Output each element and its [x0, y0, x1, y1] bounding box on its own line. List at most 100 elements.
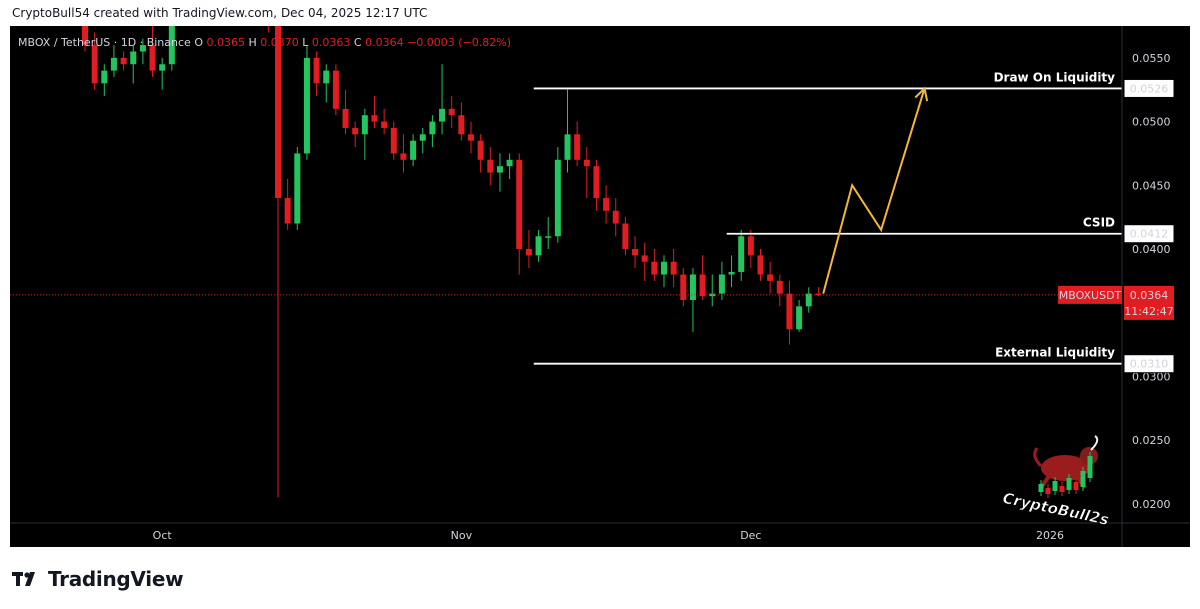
- candle: [139, 38, 146, 65]
- candle-body: [554, 159, 561, 237]
- candle: [458, 102, 465, 141]
- candle-body: [738, 236, 745, 272]
- candle: [294, 147, 301, 230]
- candle: [477, 134, 484, 173]
- candle: [564, 89, 571, 173]
- mini-candle-body: [1052, 481, 1058, 491]
- legend-open-label: O: [194, 36, 203, 49]
- candle: [603, 185, 610, 224]
- legend-open-value: 0.0365: [206, 36, 245, 49]
- chart-attribution: CryptoBull54 created with TradingView.co…: [12, 6, 428, 20]
- projection-group: [822, 86, 929, 294]
- levels-group: Draw On Liquidity CSID External Liquidity: [10, 70, 1122, 365]
- candle: [545, 217, 552, 250]
- candle: [91, 32, 98, 90]
- candle-body: [506, 159, 513, 167]
- level-label: External Liquidity: [995, 346, 1115, 360]
- candle-body: [680, 274, 687, 300]
- level-price-tag: [1123, 354, 1175, 374]
- candle-body: [400, 153, 407, 160]
- candle-body: [323, 70, 330, 84]
- candle: [786, 280, 793, 345]
- tradingview-wordmark: TradingView: [48, 567, 184, 591]
- candle: [352, 121, 359, 148]
- candle-body: [101, 70, 108, 84]
- mini-candle-body: [1073, 482, 1079, 490]
- candle: [516, 153, 523, 275]
- candle: [632, 236, 639, 269]
- candle-body: [82, 26, 88, 46]
- price-tick-label: 0.0550: [1132, 52, 1171, 65]
- legend-group: MBOX / TetherUS · 1D · Binance O 0.0365 …: [18, 36, 511, 49]
- candle: [689, 268, 696, 332]
- candle-body: [429, 121, 436, 135]
- candle-body: [284, 198, 291, 224]
- candle-body: [275, 26, 281, 199]
- level-price-label: 0.0310: [1130, 358, 1169, 371]
- candle-countdown: 11:42:47: [1124, 305, 1173, 318]
- axes-group: 0.0550 0.0500 0.0450 0.0400 0.0300 0.0250 0.02…: [10, 26, 1190, 547]
- candle: [651, 249, 658, 281]
- candle: [468, 121, 474, 154]
- candle-body: [439, 108, 446, 122]
- candle: [796, 299, 803, 332]
- candle-body: [468, 134, 474, 141]
- candle-body: [448, 108, 455, 116]
- candle-body: [410, 140, 417, 160]
- level-price-tag: [1123, 78, 1175, 98]
- candle-body: [342, 108, 349, 128]
- candle-body: [120, 57, 127, 65]
- candle: [159, 57, 166, 90]
- candle-body: [139, 45, 146, 52]
- candle: [82, 26, 88, 52]
- candle-body: [371, 115, 378, 122]
- candle: [718, 261, 725, 300]
- candle: [506, 153, 513, 179]
- candle-body: [747, 236, 754, 256]
- candle-body: [149, 45, 156, 71]
- candle-body: [525, 249, 532, 256]
- candle-body: [352, 127, 359, 135]
- candle-body: [776, 280, 783, 294]
- tradingview-logo[interactable]: TradingView: [12, 567, 184, 591]
- time-tick-label: Dec: [740, 529, 761, 542]
- candle: [699, 255, 706, 300]
- candle: [583, 147, 590, 199]
- chart-area[interactable]: Draw On Liquidity CSID External Liquidity …: [10, 26, 1190, 547]
- candle: [168, 26, 175, 71]
- candle: [390, 121, 397, 160]
- candle-body: [303, 57, 310, 154]
- mini-candle-body: [1059, 486, 1065, 492]
- candle-body: [496, 166, 503, 173]
- candle: [805, 287, 812, 313]
- candle: [574, 121, 581, 167]
- candle: [120, 51, 127, 71]
- candle-body: [583, 159, 590, 167]
- candle: [767, 261, 774, 294]
- candle-body: [632, 249, 639, 256]
- candles-group: [82, 26, 822, 498]
- candle: [612, 198, 619, 237]
- candle: [554, 147, 561, 243]
- candle-body: [593, 166, 600, 199]
- candle: [400, 134, 407, 173]
- candle-body: [564, 134, 571, 160]
- candle: [361, 108, 368, 160]
- symbol-price-tag-label: MBOXUSDT: [1059, 289, 1122, 302]
- projection-arrowhead: [914, 86, 929, 102]
- symbol-price-tag: [1058, 285, 1122, 304]
- candle-body: [361, 115, 368, 135]
- candle-body: [670, 261, 677, 275]
- candle-body: [535, 236, 542, 256]
- mini-candle-body: [1087, 456, 1093, 478]
- candle-body: [91, 45, 98, 84]
- candle: [641, 242, 648, 281]
- time-tick-label: 2026: [1036, 529, 1064, 542]
- price-tick-label: 0.0200: [1132, 498, 1171, 511]
- legend-close-label: C: [354, 36, 362, 49]
- current-price-label: 0.0364: [1130, 289, 1169, 302]
- candle: [419, 127, 426, 154]
- price-tick-label: 0.0450: [1132, 179, 1171, 192]
- candle-body: [390, 127, 397, 154]
